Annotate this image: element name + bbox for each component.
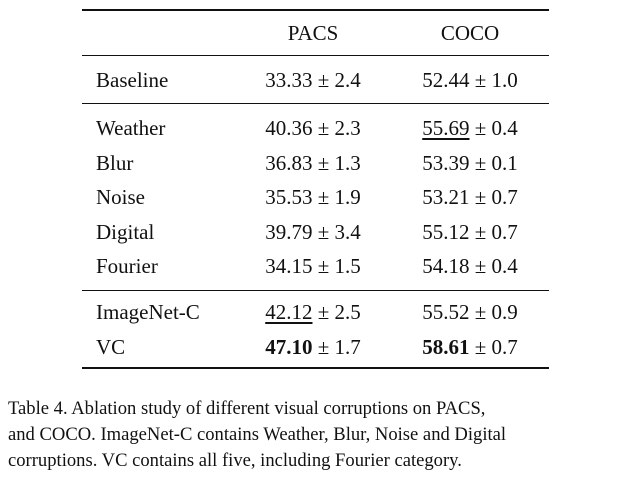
plus-minus: ±: [317, 219, 330, 244]
column-header: COCO: [440, 21, 500, 45]
plus-minus: ±: [474, 334, 487, 359]
std: 0.9: [491, 300, 518, 324]
row-label: Digital: [96, 219, 155, 244]
std: 0.4: [491, 116, 518, 140]
cell: 33.33 ± 2.4: [265, 68, 361, 92]
mean: 33.33: [265, 68, 313, 92]
cell: 53.21 ± 0.7: [422, 185, 518, 209]
row-label: Blur: [96, 150, 134, 175]
cell: 47.10 ± 1.7: [265, 335, 361, 359]
plus-minus: ±: [317, 68, 330, 92]
std: 3.4: [334, 219, 361, 244]
std: 1.5: [334, 254, 361, 278]
std: 1.0: [491, 68, 518, 92]
std: 0.7: [491, 334, 518, 359]
mean: 52.44: [422, 68, 470, 92]
cell: 53.39 ± 0.1: [422, 151, 518, 175]
cell: 40.36 ± 2.3: [265, 116, 361, 140]
cell: 55.52 ± 0.9: [422, 300, 518, 324]
row-label: Weather: [96, 116, 166, 140]
std: 2.4: [334, 68, 361, 92]
row-label: Noise: [96, 185, 145, 209]
mean: 54.18: [422, 254, 470, 278]
rule: [82, 9, 549, 11]
caption-line: corruptions. VC contains all five, inclu…: [8, 450, 462, 471]
mean: 55.52: [422, 300, 470, 324]
std: 0.7: [491, 185, 518, 209]
std: 0.1: [491, 150, 518, 175]
rule: [82, 103, 549, 104]
plus-minus: ±: [317, 300, 330, 324]
std: 2.5: [334, 300, 361, 324]
cell: 54.18 ± 0.4: [422, 254, 518, 278]
std: 0.4: [491, 254, 518, 278]
plus-minus: ±: [317, 116, 330, 140]
mean: 55.12: [422, 219, 470, 244]
mean: 53.21: [422, 185, 470, 209]
std: 0.7: [491, 219, 518, 244]
mean: 47.10: [265, 334, 313, 359]
caption-line: Table 4. Ablation study of different vis…: [8, 398, 486, 419]
std: 1.3: [334, 150, 361, 175]
std: 1.9: [334, 185, 361, 209]
row-label: VC: [96, 334, 126, 359]
caption-line: and COCO. ImageNet-C contains Weather, B…: [8, 424, 507, 445]
mean: 58.61: [422, 334, 470, 359]
plus-minus: ±: [474, 185, 487, 209]
mean: 55.69: [422, 116, 470, 140]
row-label: ImageNet-C: [96, 300, 200, 324]
cell: 42.12 ± 2.5: [265, 300, 361, 324]
cell: 35.53 ± 1.9: [265, 185, 361, 209]
mean: 36.83: [265, 150, 313, 175]
mean: 34.15: [265, 254, 313, 278]
cell: 55.12 ± 0.7: [422, 220, 518, 244]
rule: [82, 55, 549, 56]
rule: [82, 290, 549, 291]
plus-minus: ±: [474, 219, 487, 244]
cell: 36.83 ± 1.3: [265, 151, 361, 175]
mean: 42.12: [265, 300, 313, 324]
cell: 34.15 ± 1.5: [265, 254, 361, 278]
std: 2.3: [334, 116, 361, 140]
cell: 55.69 ± 0.4: [422, 116, 518, 140]
cell: 58.61 ± 0.7: [422, 335, 518, 359]
std: 1.7: [334, 334, 361, 359]
row-label: Fourier: [96, 254, 158, 278]
plus-minus: ±: [474, 254, 487, 278]
plus-minus: ±: [474, 300, 487, 324]
cell: 52.44 ± 1.0: [422, 68, 518, 92]
mean: 39.79: [265, 219, 313, 244]
plus-minus: ±: [474, 116, 487, 140]
plus-minus: ±: [317, 150, 330, 175]
mean: 53.39: [422, 150, 470, 175]
plus-minus: ±: [474, 150, 487, 175]
column-header: PACS: [287, 21, 339, 45]
plus-minus: ±: [317, 185, 330, 209]
mean: 35.53: [265, 185, 313, 209]
row-label: Baseline: [96, 68, 169, 92]
plus-minus: ±: [474, 68, 487, 92]
mean: 40.36: [265, 116, 313, 140]
plus-minus: ±: [317, 334, 330, 359]
plus-minus: ±: [317, 254, 330, 278]
rule: [82, 367, 549, 369]
cell: 39.79 ± 3.4: [265, 220, 361, 244]
